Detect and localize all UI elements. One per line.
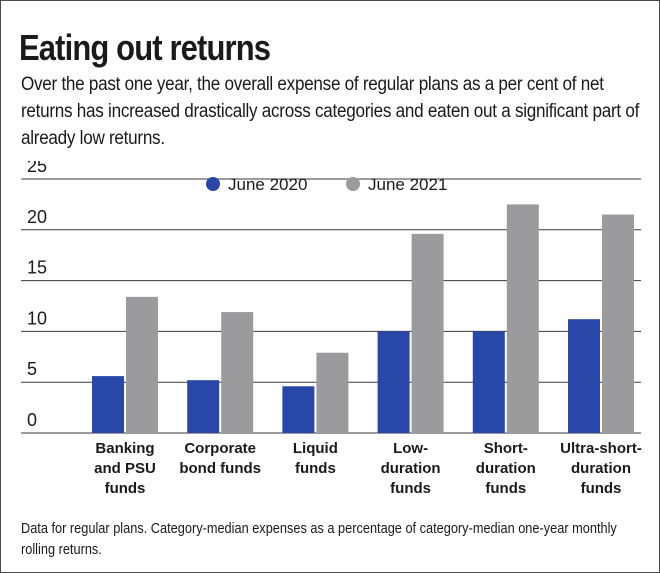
y-tick-label: 20 bbox=[27, 207, 47, 227]
bar-june-2021 bbox=[221, 312, 254, 433]
y-tick-label: 5 bbox=[27, 359, 37, 379]
legend-label: June 2021 bbox=[368, 175, 447, 194]
bar-june-2020 bbox=[472, 331, 505, 433]
bar-june-2020 bbox=[377, 331, 410, 433]
bar-chart: 0 5 10 15 20 25 Banking and PSU funds Corporate bo… bbox=[21, 161, 642, 497]
x-category-label: Ultra-short-duration funds bbox=[560, 440, 642, 497]
bar-june-2021 bbox=[506, 204, 539, 433]
bar-june-2021 bbox=[411, 233, 444, 433]
y-tick-label: 10 bbox=[27, 308, 47, 328]
bar-june-2020 bbox=[92, 376, 124, 433]
bar-june-2021 bbox=[126, 296, 158, 433]
chart-subtitle: Over the past one year, the overall expe… bbox=[21, 74, 640, 149]
legend-label: June 2020 bbox=[228, 175, 307, 194]
x-category-label: Liquid funds bbox=[293, 440, 338, 477]
x-category-label: Low-duration funds bbox=[381, 440, 441, 497]
chart-title: Eating out returns bbox=[19, 27, 271, 68]
y-tick-label: 25 bbox=[27, 161, 47, 176]
x-category-label: Corporate bond funds bbox=[179, 440, 261, 477]
x-category-label: Banking and PSU funds bbox=[94, 440, 156, 497]
x-category-label: Short-duration funds bbox=[476, 440, 536, 497]
bar-june-2021 bbox=[602, 214, 634, 433]
bar-june-2021 bbox=[316, 352, 349, 433]
bar-june-2020 bbox=[282, 386, 315, 433]
bar-june-2020 bbox=[568, 319, 600, 433]
chart-footnote: Data for regular plans. Category-median … bbox=[21, 521, 617, 558]
bar-june-2020 bbox=[187, 380, 220, 433]
legend-marker bbox=[206, 177, 220, 191]
y-tick-label: 0 bbox=[27, 410, 37, 430]
y-tick-label: 15 bbox=[27, 258, 47, 278]
legend-marker bbox=[346, 177, 360, 191]
